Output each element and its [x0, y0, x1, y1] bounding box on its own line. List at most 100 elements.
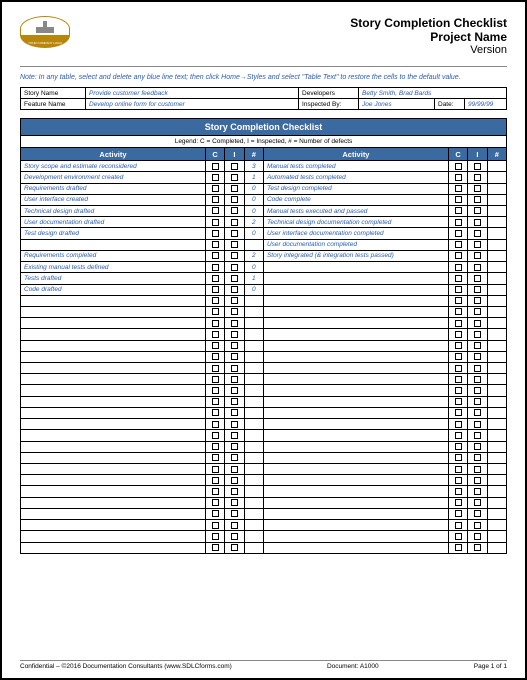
checkbox-i-right[interactable]	[468, 497, 487, 508]
checkbox-i-right[interactable]	[468, 217, 487, 228]
checkbox-c-right[interactable]	[448, 295, 467, 306]
checkbox-i-left[interactable]	[225, 183, 244, 194]
checkbox-i-right[interactable]	[468, 407, 487, 418]
checkbox-c-right[interactable]	[448, 407, 467, 418]
checkbox-c-left[interactable]	[205, 396, 224, 407]
checkbox-c-left[interactable]	[205, 340, 224, 351]
checkbox-c-right[interactable]	[448, 475, 467, 486]
checkbox-c-right[interactable]	[448, 441, 467, 452]
checkbox-c-right[interactable]	[448, 396, 467, 407]
checkbox-c-right[interactable]	[448, 172, 467, 183]
checkbox-i-left[interactable]	[225, 531, 244, 542]
checkbox-c-right[interactable]	[448, 486, 467, 497]
checkbox-c-left[interactable]	[205, 172, 224, 183]
checkbox-c-right[interactable]	[448, 262, 467, 273]
checkbox-c-left[interactable]	[205, 273, 224, 284]
checkbox-c-right[interactable]	[448, 217, 467, 228]
checkbox-i-left[interactable]	[225, 542, 244, 553]
checkbox-c-left[interactable]	[205, 452, 224, 463]
checkbox-c-right[interactable]	[448, 306, 467, 317]
checkbox-i-right[interactable]	[468, 183, 487, 194]
checkbox-c-right[interactable]	[448, 340, 467, 351]
checkbox-c-right[interactable]	[448, 363, 467, 374]
checkbox-i-right[interactable]	[468, 318, 487, 329]
checkbox-c-left[interactable]	[205, 295, 224, 306]
checkbox-i-left[interactable]	[225, 295, 244, 306]
checkbox-c-right[interactable]	[448, 183, 467, 194]
checkbox-c-right[interactable]	[448, 385, 467, 396]
checkbox-i-right[interactable]	[468, 464, 487, 475]
checkbox-i-right[interactable]	[468, 542, 487, 553]
checkbox-i-left[interactable]	[225, 273, 244, 284]
checkbox-c-right[interactable]	[448, 250, 467, 261]
checkbox-i-left[interactable]	[225, 486, 244, 497]
checkbox-i-left[interactable]	[225, 172, 244, 183]
checkbox-c-right[interactable]	[448, 228, 467, 239]
checkbox-c-right[interactable]	[448, 452, 467, 463]
checkbox-i-right[interactable]	[468, 486, 487, 497]
checkbox-i-right[interactable]	[468, 419, 487, 430]
checkbox-c-left[interactable]	[205, 194, 224, 205]
checkbox-c-left[interactable]	[205, 284, 224, 295]
checkbox-c-left[interactable]	[205, 205, 224, 216]
checkbox-i-right[interactable]	[468, 239, 487, 250]
checkbox-i-right[interactable]	[468, 306, 487, 317]
checkbox-c-right[interactable]	[448, 419, 467, 430]
checkbox-c-left[interactable]	[205, 486, 224, 497]
checkbox-c-left[interactable]	[205, 329, 224, 340]
checkbox-i-left[interactable]	[225, 452, 244, 463]
checkbox-c-left[interactable]	[205, 363, 224, 374]
checkbox-c-right[interactable]	[448, 497, 467, 508]
checkbox-c-left[interactable]	[205, 531, 224, 542]
checkbox-i-left[interactable]	[225, 329, 244, 340]
checkbox-c-right[interactable]	[448, 430, 467, 441]
checkbox-i-right[interactable]	[468, 520, 487, 531]
checkbox-i-left[interactable]	[225, 508, 244, 519]
checkbox-c-left[interactable]	[205, 239, 224, 250]
checkbox-i-right[interactable]	[468, 161, 487, 172]
checkbox-i-right[interactable]	[468, 508, 487, 519]
checkbox-c-left[interactable]	[205, 385, 224, 396]
checkbox-i-left[interactable]	[225, 318, 244, 329]
checkbox-i-left[interactable]	[225, 228, 244, 239]
checkbox-i-left[interactable]	[225, 239, 244, 250]
checkbox-c-right[interactable]	[448, 205, 467, 216]
checkbox-c-right[interactable]	[448, 351, 467, 362]
checkbox-c-left[interactable]	[205, 520, 224, 531]
checkbox-i-right[interactable]	[468, 194, 487, 205]
checkbox-i-right[interactable]	[468, 374, 487, 385]
checkbox-c-right[interactable]	[448, 161, 467, 172]
checkbox-c-left[interactable]	[205, 217, 224, 228]
checkbox-i-left[interactable]	[225, 475, 244, 486]
checkbox-i-right[interactable]	[468, 351, 487, 362]
checkbox-i-left[interactable]	[225, 161, 244, 172]
checkbox-c-right[interactable]	[448, 520, 467, 531]
checkbox-c-right[interactable]	[448, 318, 467, 329]
checkbox-i-right[interactable]	[468, 396, 487, 407]
checkbox-c-right[interactable]	[448, 374, 467, 385]
checkbox-c-left[interactable]	[205, 318, 224, 329]
checkbox-i-left[interactable]	[225, 374, 244, 385]
checkbox-i-right[interactable]	[468, 262, 487, 273]
checkbox-c-left[interactable]	[205, 430, 224, 441]
checkbox-i-left[interactable]	[225, 407, 244, 418]
checkbox-i-left[interactable]	[225, 250, 244, 261]
checkbox-i-left[interactable]	[225, 262, 244, 273]
checkbox-c-right[interactable]	[448, 531, 467, 542]
checkbox-i-left[interactable]	[225, 520, 244, 531]
checkbox-c-left[interactable]	[205, 508, 224, 519]
checkbox-c-right[interactable]	[448, 194, 467, 205]
checkbox-i-left[interactable]	[225, 396, 244, 407]
checkbox-c-right[interactable]	[448, 464, 467, 475]
checkbox-i-left[interactable]	[225, 194, 244, 205]
checkbox-c-left[interactable]	[205, 542, 224, 553]
checkbox-i-left[interactable]	[225, 284, 244, 295]
checkbox-c-left[interactable]	[205, 419, 224, 430]
checkbox-c-left[interactable]	[205, 407, 224, 418]
checkbox-c-left[interactable]	[205, 464, 224, 475]
checkbox-i-right[interactable]	[468, 329, 487, 340]
checkbox-i-right[interactable]	[468, 475, 487, 486]
checkbox-i-right[interactable]	[468, 284, 487, 295]
checkbox-c-left[interactable]	[205, 306, 224, 317]
checkbox-i-right[interactable]	[468, 205, 487, 216]
